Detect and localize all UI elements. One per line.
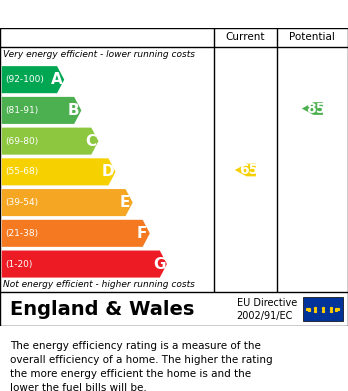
Polygon shape bbox=[2, 220, 150, 247]
Polygon shape bbox=[302, 102, 323, 115]
Text: D: D bbox=[101, 164, 114, 179]
Text: (21-38): (21-38) bbox=[5, 229, 38, 238]
Text: Current: Current bbox=[226, 32, 265, 42]
Text: (81-91): (81-91) bbox=[5, 106, 39, 115]
Text: 65: 65 bbox=[239, 163, 259, 177]
Text: EU Directive
2002/91/EC: EU Directive 2002/91/EC bbox=[237, 298, 297, 321]
Text: A: A bbox=[50, 72, 62, 87]
Text: (1-20): (1-20) bbox=[5, 260, 33, 269]
Text: (92-100): (92-100) bbox=[5, 75, 44, 84]
Text: The energy efficiency rating is a measure of the
overall efficiency of a home. T: The energy efficiency rating is a measur… bbox=[10, 341, 273, 391]
Text: Not energy efficient - higher running costs: Not energy efficient - higher running co… bbox=[3, 280, 195, 289]
Text: (69-80): (69-80) bbox=[5, 136, 39, 145]
Text: (39-54): (39-54) bbox=[5, 198, 38, 207]
Polygon shape bbox=[2, 251, 167, 278]
Text: B: B bbox=[68, 103, 79, 118]
Text: Very energy efficient - lower running costs: Very energy efficient - lower running co… bbox=[3, 50, 196, 59]
Polygon shape bbox=[235, 164, 256, 176]
Polygon shape bbox=[2, 158, 116, 185]
Polygon shape bbox=[2, 127, 98, 155]
Text: England & Wales: England & Wales bbox=[10, 300, 195, 319]
Polygon shape bbox=[2, 189, 133, 216]
Polygon shape bbox=[2, 97, 81, 124]
Text: F: F bbox=[137, 226, 147, 241]
Text: C: C bbox=[85, 134, 96, 149]
Text: Energy Efficiency Rating: Energy Efficiency Rating bbox=[10, 5, 239, 23]
Text: Potential: Potential bbox=[290, 32, 335, 42]
Text: 85: 85 bbox=[306, 102, 326, 116]
Text: (55-68): (55-68) bbox=[5, 167, 39, 176]
Bar bbox=[303, 297, 343, 321]
Polygon shape bbox=[2, 66, 64, 93]
Text: E: E bbox=[120, 195, 130, 210]
Text: G: G bbox=[153, 256, 165, 271]
